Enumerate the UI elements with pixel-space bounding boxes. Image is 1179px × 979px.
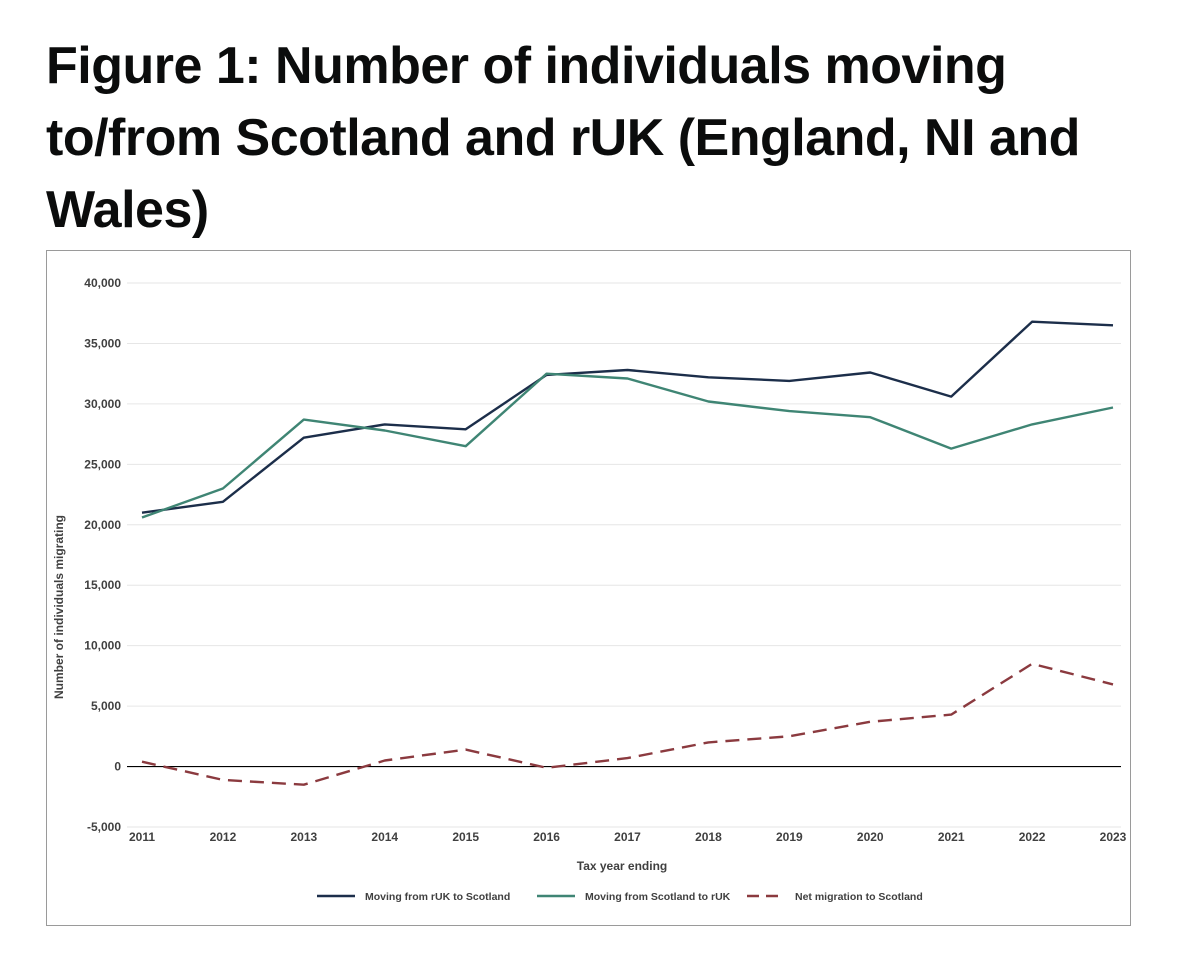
x-tick-label: 2023: [1100, 830, 1127, 844]
x-tick-label: 2022: [1019, 830, 1046, 844]
chart-container: -5,000 0 5,000 10,000 15,000 20,000 25,000 30,0…: [46, 250, 1131, 926]
x-axis-label: Tax year ending: [577, 859, 667, 873]
y-tick-label: 35,000: [84, 336, 121, 350]
y-tick-label: 25,000: [84, 457, 121, 471]
series-lines: [141, 320, 1114, 786]
y-tick-label: 15,000: [84, 578, 121, 592]
x-tick-label: 2020: [857, 830, 884, 844]
x-axis-ticks: 2011 2012 2013 2014 2015 2016 2017 2018 2019 2020…: [129, 830, 1127, 844]
x-tick-label: 2018: [695, 830, 722, 844]
series-line-1: [141, 320, 1114, 514]
x-tick-label: 2013: [290, 830, 317, 844]
y-tick-label: 10,000: [84, 639, 121, 653]
y-tick-label: 40,000: [84, 276, 121, 290]
series-line-3: [141, 662, 1114, 786]
series-line-2: [141, 372, 1114, 519]
y-tick-label: 0: [114, 760, 121, 774]
y-tick-label: -5,000: [87, 820, 121, 834]
y-axis-label: Number of individuals migrating: [52, 515, 66, 699]
x-tick-label: 2017: [614, 830, 641, 844]
chart-title: Figure 1: Number of individuals moving t…: [46, 37, 1080, 239]
legend: Moving from rUK to Scotland Moving from S…: [317, 891, 923, 903]
x-tick-label: 2021: [938, 830, 965, 844]
legend-label-1: Moving from rUK to Scotland: [365, 891, 510, 903]
y-tick-label: 5,000: [91, 699, 121, 713]
legend-label-3: Net migration to Scotland: [795, 891, 923, 903]
x-tick-label: 2015: [452, 830, 479, 844]
legend-label-2: Moving from Scotland to rUK: [585, 891, 731, 903]
y-axis-ticks: -5,000 0 5,000 10,000 15,000 20,000 25,000 30,0…: [84, 276, 121, 834]
gridlines: [127, 282, 1121, 828]
x-tick-label: 2011: [129, 830, 155, 844]
line-chart: -5,000 0 5,000 10,000 15,000 20,000 25,000 30,0…: [52, 276, 1127, 903]
x-tick-label: 2016: [533, 830, 560, 844]
x-tick-label: 2019: [776, 830, 803, 844]
y-tick-label: 20,000: [84, 518, 121, 532]
y-tick-label: 30,000: [84, 397, 121, 411]
x-tick-label: 2014: [371, 830, 398, 844]
x-tick-label: 2012: [210, 830, 237, 844]
